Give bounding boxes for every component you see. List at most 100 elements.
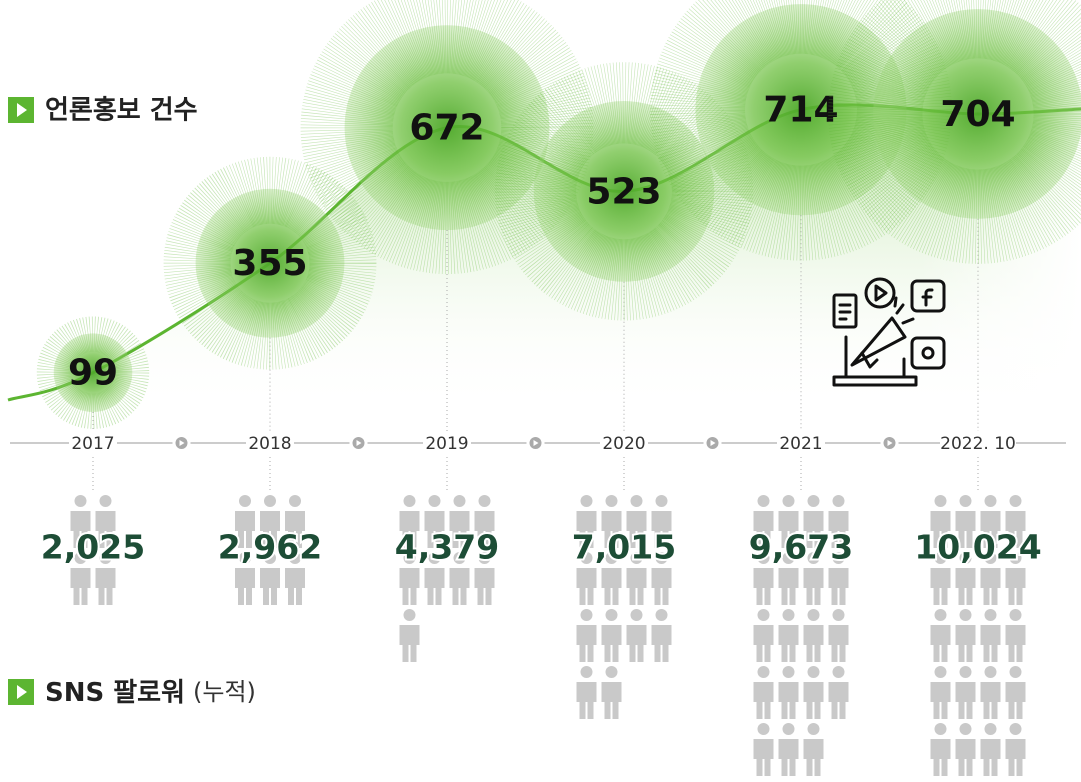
person-body [260,568,280,605]
person-head [782,723,795,735]
people-group [930,495,1026,776]
bubble-label: 355 [232,243,307,284]
person-body [980,739,1001,776]
person-head [959,723,972,735]
follower-label: 7,015 [572,528,676,567]
person-head [959,495,972,507]
bubble-rays [494,62,754,321]
person-head [984,495,997,507]
bubble [873,9,1081,219]
person-body [576,511,597,548]
person-body [651,511,672,548]
sns-subtitle: (누적) [193,678,256,706]
person-head [239,552,251,564]
person-head [757,609,770,621]
person-body [1005,682,1026,719]
year-label: 2021 [779,434,822,454]
timeline-arrow [533,440,539,446]
person-head [1009,666,1022,678]
person-body [285,568,305,605]
person-head [959,552,972,564]
person-body [778,511,799,548]
person-head [605,666,618,678]
person-head [74,495,87,507]
person-head [453,495,466,507]
person-head [807,723,820,735]
person-head [959,609,972,621]
bubble-rays [300,0,594,275]
person-head [782,666,795,678]
bubble [344,25,550,231]
person-head [403,495,416,507]
person-head [984,552,997,564]
person-head [289,552,301,564]
person-body [778,739,799,776]
person-head [630,495,643,507]
person-body [235,511,255,548]
bubble [53,333,133,412]
person-body [955,625,976,662]
person-body [753,625,774,662]
person-head [1009,723,1022,735]
people-layer: 2,025 2,962 4,379 7,015 9,673 10,024 [39,495,1044,776]
person-head [959,666,972,678]
person-head [807,495,820,507]
person-body [260,511,280,548]
person-body [95,568,116,605]
person-body [70,511,91,548]
person-head [757,495,770,507]
person-head [782,495,795,507]
person-head [655,552,668,564]
person-head [1009,609,1022,621]
person-head [630,609,643,621]
person-head [807,609,820,621]
person-body [1005,511,1026,548]
person-head [428,495,441,507]
person-body [626,511,647,548]
person-body [803,625,824,662]
person-head [934,723,947,735]
person-body [601,568,622,605]
people-group [576,495,672,719]
bubble-label: 704 [940,94,1015,135]
person-body [399,511,420,548]
person-body [424,568,445,605]
person-body [778,682,799,719]
person-head [289,495,301,507]
follower-label: 9,673 [749,528,853,567]
person-head [580,552,593,564]
person-body [930,511,951,548]
person-head [605,552,618,564]
bubble-label: 672 [409,108,484,149]
sns-title-text: SNS 팔로워 [45,678,185,708]
person-head [984,609,997,621]
bubble [533,101,715,282]
person-body [1005,625,1026,662]
timeline-arrow [356,440,362,446]
follower-label: 2,025 [41,528,145,567]
person-head [605,609,618,621]
person-head [934,495,947,507]
person-body [778,625,799,662]
year-label: 2018 [248,434,291,454]
press-title: 언론홍보 건수 [45,96,198,126]
person-head [580,495,593,507]
person-body [930,739,951,776]
person-head [428,552,441,564]
person-head [782,609,795,621]
bubble [695,4,907,216]
person-body [235,568,255,605]
title-marker-arrow [17,685,27,699]
person-body [651,625,672,662]
person-body [828,568,849,605]
person-body [778,568,799,605]
person-body [930,625,951,662]
person-body [70,568,91,605]
person-head [99,552,112,564]
person-body [753,511,774,548]
person-body [930,568,951,605]
person-body [576,682,597,719]
person-head [264,495,276,507]
person-body [980,511,1001,548]
person-head [1009,495,1022,507]
